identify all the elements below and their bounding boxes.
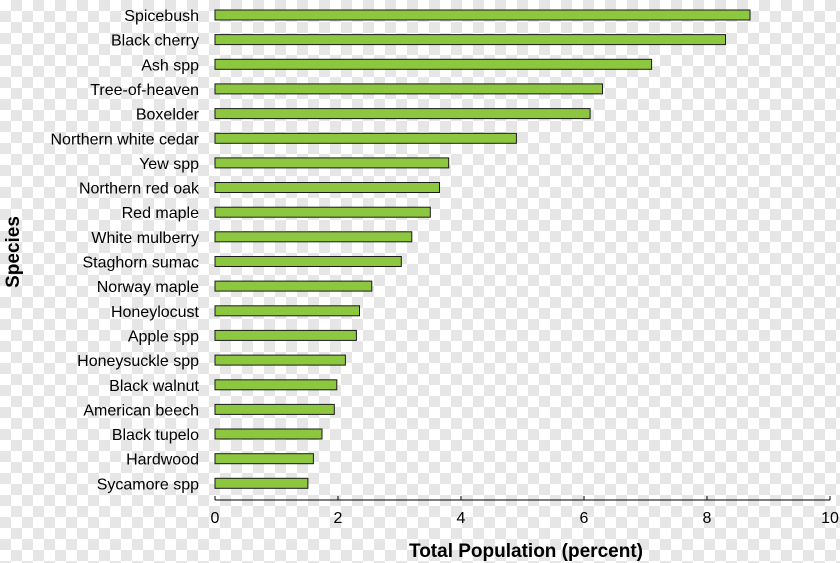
category-label: Northern red oak [79, 181, 200, 198]
category-label: Ash spp [141, 57, 199, 74]
category-label: Boxelder [136, 107, 200, 124]
x-tick-label: 6 [580, 510, 589, 527]
category-label: Honeylocust [111, 304, 200, 321]
bar [214, 132, 517, 144]
category-label: Norway maple [97, 279, 199, 296]
category-label: Staghorn sumac [82, 255, 199, 272]
category-label: Black walnut [109, 378, 199, 395]
category-label: Apple spp [128, 328, 199, 345]
category-label: Sycamore spp [97, 476, 199, 493]
bar [214, 256, 402, 267]
category-label: Black tupelo [112, 427, 199, 444]
x-tick-label: 4 [457, 510, 466, 527]
category-labels: Spicebush Black cherry Ash spp Tree-of-heav… [50, 8, 200, 493]
bar [214, 231, 413, 243]
bar [214, 428, 323, 440]
category-label: Northern white cedar [50, 131, 199, 148]
x-axis-ticks: 0 2 4 6 8 10 [211, 496, 839, 527]
bar [214, 305, 360, 317]
bar [214, 453, 314, 465]
bar [214, 280, 373, 292]
bar [214, 206, 431, 218]
category-label: Hardwood [126, 452, 199, 469]
bar [214, 477, 309, 489]
bar [214, 108, 591, 120]
x-tick-label: 2 [334, 510, 343, 527]
bar [214, 403, 335, 415]
category-label: Red maple [122, 205, 199, 222]
bar [214, 58, 653, 70]
bar [214, 157, 450, 169]
bar [214, 34, 726, 46]
category-label: White mulberry [91, 230, 199, 247]
bar [214, 329, 357, 341]
y-axis-title: Species [3, 216, 24, 288]
x-tick-label: 0 [211, 510, 220, 527]
bar [214, 354, 346, 366]
x-axis-title: Total Population (percent) [409, 541, 643, 562]
bar [214, 9, 751, 21]
category-label: Black cherry [111, 33, 199, 50]
bar [214, 83, 603, 95]
bar [214, 379, 338, 391]
category-label: Tree-of-heaven [90, 82, 199, 99]
category-label: Honeysuckle spp [77, 353, 199, 370]
x-tick-label: 8 [703, 510, 712, 527]
category-label: American beech [83, 402, 199, 419]
x-tick-label: 10 [821, 510, 839, 527]
bars-group [214, 9, 751, 489]
category-label: Spicebush [124, 8, 199, 25]
category-label: Yew spp [139, 156, 199, 173]
bar [214, 182, 440, 193]
